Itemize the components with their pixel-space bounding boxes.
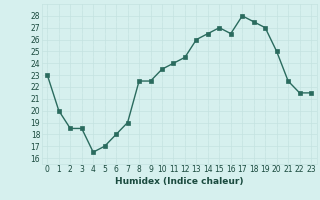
X-axis label: Humidex (Indice chaleur): Humidex (Indice chaleur) <box>115 177 244 186</box>
